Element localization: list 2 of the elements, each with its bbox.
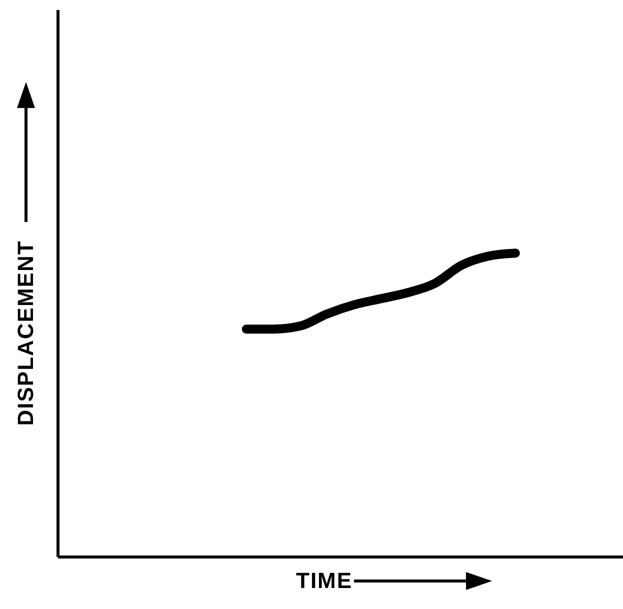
x-axis-title: TIME [296,568,353,594]
y-axis-title: DISPLACEMENT [13,240,39,426]
